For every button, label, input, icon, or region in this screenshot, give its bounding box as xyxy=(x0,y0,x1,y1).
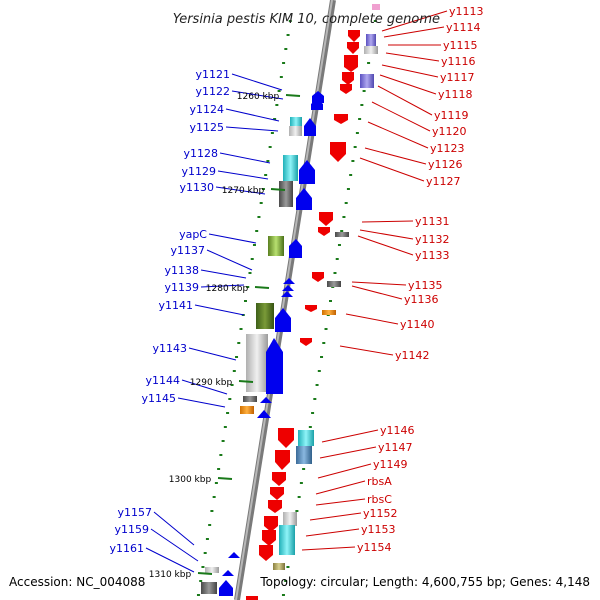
gene-label-y1145[interactable]: y1145 xyxy=(141,392,176,405)
label-leader-lines xyxy=(145,10,448,573)
gene-label-y1113[interactable]: y1113 xyxy=(449,5,484,18)
gene-y1152-y1154[interactable] xyxy=(259,512,297,570)
gene-label-y1147[interactable]: y1147 xyxy=(378,441,413,454)
gene-label-y1128[interactable]: y1128 xyxy=(183,147,218,160)
gene-label-y1125[interactable]: y1125 xyxy=(189,121,224,134)
map-title: Yersinia pestis KIM 10, complete genome xyxy=(173,12,440,27)
gene-label-y1138[interactable]: y1138 xyxy=(164,264,199,277)
gene-label-yapC[interactable]: yapC xyxy=(179,228,207,241)
kbp-tick-label: 1310 kbp xyxy=(149,570,192,580)
gene-label-rbsA[interactable]: rbsA xyxy=(367,475,392,488)
gene-label-y1117[interactable]: y1117 xyxy=(440,71,475,84)
gene-label-y1142[interactable]: y1142 xyxy=(395,349,430,362)
gene-label-y1152[interactable]: y1152 xyxy=(363,507,398,520)
gene-label-y1140[interactable]: y1140 xyxy=(400,318,435,331)
gene-y1143[interactable] xyxy=(246,334,283,394)
gene-label-y1114[interactable]: y1114 xyxy=(446,21,481,34)
gene-label-y1159[interactable]: y1159 xyxy=(114,523,149,536)
gene-label-y1124[interactable]: y1124 xyxy=(189,103,224,116)
gene-label-y1127[interactable]: y1127 xyxy=(426,175,461,188)
genome-axis xyxy=(234,0,336,600)
gene-label-y1146[interactable]: y1146 xyxy=(380,424,415,437)
gene-y1126-y1127[interactable] xyxy=(330,142,346,162)
gene-y1142[interactable] xyxy=(300,338,312,346)
gene-yapC[interactable] xyxy=(268,236,302,258)
gene-label-y1122[interactable]: y1122 xyxy=(195,85,230,98)
gene-y1146-y1149[interactable] xyxy=(275,428,314,470)
gene-label-y1115[interactable]: y1115 xyxy=(443,39,478,52)
kbp-scale: 1260 kbp 1270 kbp 1280 kbp 1290 kbp 1300 kbp… xyxy=(149,92,301,580)
gene-label-y1137[interactable]: y1137 xyxy=(170,244,205,257)
gene-y1157-y1161[interactable] xyxy=(201,552,258,600)
gene-y1131-y1133[interactable] xyxy=(318,212,349,237)
gene-label-y1161[interactable]: y1161 xyxy=(109,542,144,555)
gene-label-y1126[interactable]: y1126 xyxy=(428,158,463,171)
gene-label-y1135[interactable]: y1135 xyxy=(408,279,443,292)
genome-summary-text: Topology: circular; Length: 4,600,755 bp… xyxy=(259,575,590,589)
gene-y1141[interactable] xyxy=(256,303,291,332)
gene-y1144-y1145[interactable] xyxy=(240,396,272,418)
gene-label-y1119[interactable]: y1119 xyxy=(434,109,469,122)
kbp-tick-label: 1300 kbp xyxy=(169,475,212,485)
gene-label-y1141[interactable]: y1141 xyxy=(158,299,193,312)
gene-label-y1129[interactable]: y1129 xyxy=(181,165,216,178)
gene-label-y1132[interactable]: y1132 xyxy=(415,233,450,246)
gene-label-y1139[interactable]: y1139 xyxy=(164,281,199,294)
gene-y1128-y1130[interactable] xyxy=(279,155,315,210)
gene-y1121[interactable] xyxy=(311,91,324,110)
gene-y1124-y1125[interactable] xyxy=(289,117,316,136)
gene-label-y1157[interactable]: y1157 xyxy=(117,506,152,519)
gene-label-y1136[interactable]: y1136 xyxy=(404,293,439,306)
gene-y1123[interactable] xyxy=(334,114,348,124)
gene-label-y1130[interactable]: y1130 xyxy=(179,181,214,194)
gene-label-rbsC[interactable]: rbsC xyxy=(367,493,392,506)
gene-label-y1120[interactable]: y1120 xyxy=(432,125,467,138)
accession-text: Accession: NC_004088 xyxy=(9,575,145,589)
right-gene-labels: y1113 y1114 y1115 y1116 y1117 y1118 y1119 y1120… xyxy=(357,5,484,554)
left-gene-labels: y1121 y1122 y1124 y1125 y1128 y1129 y1130 yapC y… xyxy=(109,68,230,555)
gene-label-y1153[interactable]: y1153 xyxy=(361,523,396,536)
gene-label-y1116[interactable]: y1116 xyxy=(441,55,476,68)
gene-label-y1123[interactable]: y1123 xyxy=(430,142,465,155)
gene-y1137-y1139[interactable] xyxy=(281,278,295,297)
kbp-tick-label: 1260 kbp xyxy=(237,92,280,102)
gene-features xyxy=(201,4,380,600)
gene-label-y1154[interactable]: y1154 xyxy=(357,541,392,554)
gene-label-y1133[interactable]: y1133 xyxy=(415,249,450,262)
gene-label-y1143[interactable]: y1143 xyxy=(152,342,187,355)
kbp-tick-label: 1290 kbp xyxy=(190,378,233,388)
gene-y1135-y1136[interactable] xyxy=(312,272,341,287)
gene-label-y1144[interactable]: y1144 xyxy=(145,374,180,387)
kbp-tick-label: 1280 kbp xyxy=(206,284,249,294)
gene-y1113-y1120[interactable] xyxy=(340,4,380,94)
gene-label-y1149[interactable]: y1149 xyxy=(373,458,408,471)
kbp-tick-label: 1270 kbp xyxy=(222,186,265,196)
gene-label-y1121[interactable]: y1121 xyxy=(195,68,230,81)
gene-label-y1131[interactable]: y1131 xyxy=(415,215,450,228)
gene-rbsA-rbsC[interactable] xyxy=(268,472,286,513)
gene-label-y1118[interactable]: y1118 xyxy=(438,88,473,101)
gene-y1140[interactable] xyxy=(305,305,336,315)
